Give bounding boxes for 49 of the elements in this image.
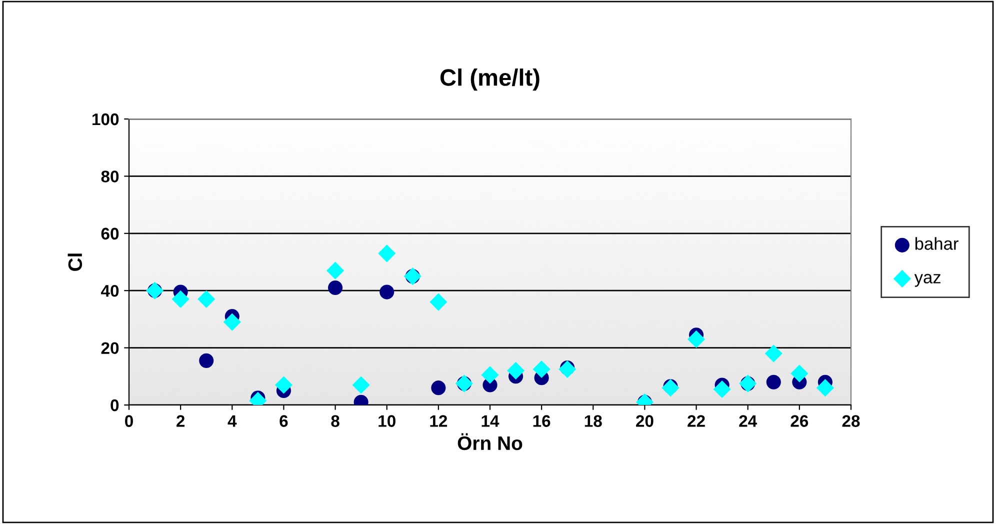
x-tick-label: 10 xyxy=(378,415,396,427)
y-axis-title: Cl xyxy=(68,254,82,271)
x-axis-title: Örn No xyxy=(458,433,522,450)
point xyxy=(790,364,808,382)
legend-label: yaz xyxy=(914,274,940,287)
y-tick-label: 0 xyxy=(110,399,119,412)
x-tick-label: 24 xyxy=(739,415,758,427)
y-tick-label: 80 xyxy=(101,170,119,182)
point xyxy=(558,360,576,378)
point xyxy=(431,380,446,396)
point xyxy=(199,353,214,368)
x-tick-label: 16 xyxy=(533,415,550,427)
x-tick-label: 26 xyxy=(790,415,808,427)
point xyxy=(507,362,525,380)
point xyxy=(198,290,216,308)
point xyxy=(764,344,782,362)
point xyxy=(766,374,781,390)
point xyxy=(662,379,680,397)
x-tick-label: 8 xyxy=(331,415,340,427)
x-tick-label: 18 xyxy=(584,415,602,427)
point xyxy=(326,262,344,280)
x-tick-label: 12 xyxy=(430,415,448,427)
point xyxy=(532,360,550,378)
point xyxy=(713,380,731,398)
y-tick-label: 60 xyxy=(101,228,119,240)
point xyxy=(481,366,499,384)
x-tick-label: 20 xyxy=(636,415,654,427)
legend-label: bahar xyxy=(915,237,958,250)
point xyxy=(816,379,834,397)
point xyxy=(430,293,448,311)
x-tick-label: 0 xyxy=(125,415,133,427)
point xyxy=(223,313,241,331)
x-tick-label: 22 xyxy=(688,415,705,427)
x-tick-label: 6 xyxy=(280,415,288,427)
point xyxy=(352,376,370,394)
y-tick-label: 20 xyxy=(101,342,119,354)
point xyxy=(380,284,394,300)
point xyxy=(378,244,396,262)
x-tick-label: 4 xyxy=(228,415,237,427)
x-tick-label: 28 xyxy=(842,415,860,427)
x-tick-label: 14 xyxy=(482,415,500,427)
point xyxy=(274,376,292,394)
point xyxy=(688,330,706,348)
x-tick-label: 2 xyxy=(176,415,185,427)
y-tick-label: 100 xyxy=(92,113,119,126)
point xyxy=(328,280,343,296)
y-tick-label: 40 xyxy=(100,285,119,297)
chart-title: Cl (me/lt) xyxy=(440,68,540,91)
point xyxy=(172,290,190,308)
